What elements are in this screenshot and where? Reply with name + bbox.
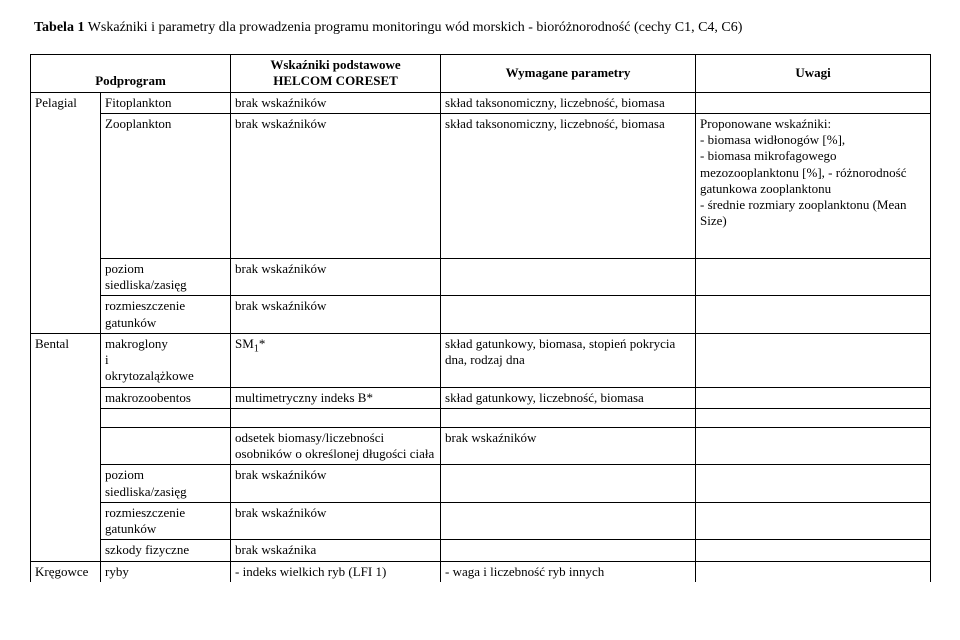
cell: SM1* — [231, 333, 441, 387]
cell-group-bental: Bental — [31, 333, 101, 561]
table-row: Pelagial Fitoplankton brak wskaźników sk… — [31, 92, 931, 113]
cell: poziom siedliska/zasięg — [101, 465, 231, 503]
cell: brak wskaźników — [441, 427, 696, 465]
cell: rozmieszczenie gatunków — [101, 296, 231, 334]
table-row: Kręgowce ryby - indeks wielkich ryb (LFI… — [31, 561, 931, 582]
table-header-row: Podprogram Wskaźniki podstawowe HELCOM C… — [31, 55, 931, 93]
col-header-wskazniki-l1: Wskaźniki podstawowe — [270, 57, 400, 72]
cell: skład taksonomiczny, liczebność, biomasa — [441, 113, 696, 258]
cell: brak wskaźnika — [231, 540, 441, 561]
cell — [696, 387, 931, 408]
caption-text: Wskaźniki i parametry dla prowadzenia pr… — [84, 20, 742, 35]
table-row: szkody fizyczne brak wskaźnika — [31, 540, 931, 561]
cell: szkody fizyczne — [101, 540, 231, 561]
cell: brak wskaźników — [231, 502, 441, 540]
cell — [696, 258, 931, 296]
cell — [696, 540, 931, 561]
cell — [696, 92, 931, 113]
table-row: makrozoobentos multimetryczny indeks B* … — [31, 387, 931, 408]
cell: Proponowane wskaźniki: - biomasa widłono… — [696, 113, 931, 258]
cell — [696, 427, 931, 465]
table-gap-row — [31, 408, 931, 427]
col-header-wskazniki-l2: HELCOM CORESET — [273, 73, 398, 88]
table-caption: Tabela 1 Wskaźniki i parametry dla prowa… — [30, 20, 930, 36]
cell — [696, 333, 931, 387]
cell: rozmieszczenie gatunków — [101, 502, 231, 540]
col-header-wskazniki: Wskaźniki podstawowe HELCOM CORESET — [231, 55, 441, 93]
cell: skład taksonomiczny, liczebność, biomasa — [441, 92, 696, 113]
table-row: Zooplankton brak wskaźników skład takson… — [31, 113, 931, 258]
cell: brak wskaźników — [231, 465, 441, 503]
caption-label: Tabela 1 — [34, 20, 84, 35]
cell: - indeks wielkich ryb (LFI 1) — [231, 561, 441, 582]
cell: makrozoobentos — [101, 387, 231, 408]
cell: Zooplankton — [101, 113, 231, 258]
table-row: rozmieszczenie gatunków brak wskaźników — [31, 296, 931, 334]
col-header-podprogram: Podprogram — [31, 55, 231, 93]
cell-group-kregowce: Kręgowce — [31, 561, 101, 582]
cell: brak wskaźników — [231, 258, 441, 296]
col-header-wymagane: Wymagane parametry — [441, 55, 696, 93]
cell — [696, 296, 931, 334]
cell: ryby — [101, 561, 231, 582]
col-header-uwagi: Uwagi — [696, 55, 931, 93]
cell-text: * — [259, 336, 266, 351]
cell — [696, 502, 931, 540]
cell: odsetek biomasy/liczebności osobników o … — [231, 427, 441, 465]
cell — [696, 465, 931, 503]
table-row: poziom siedliska/zasięg brak wskaźników — [31, 465, 931, 503]
cell: makroglony i okrytozalążkowe — [101, 333, 231, 387]
cell: skład gatunkowy, liczebność, biomasa — [441, 387, 696, 408]
cell — [441, 465, 696, 503]
cell: multimetryczny indeks B* — [231, 387, 441, 408]
cell-group-pelagial: Pelagial — [31, 92, 101, 333]
table-row: odsetek biomasy/liczebności osobników o … — [31, 427, 931, 465]
cell: brak wskaźników — [231, 296, 441, 334]
cell: skład gatunkowy, biomasa, stopień pokryc… — [441, 333, 696, 387]
cell — [441, 258, 696, 296]
cell: brak wskaźników — [231, 92, 441, 113]
cell: poziom siedliska/zasięg — [101, 258, 231, 296]
table-row: poziom siedliska/zasięg brak wskaźników — [31, 258, 931, 296]
cell — [101, 427, 231, 465]
cell: Fitoplankton — [101, 92, 231, 113]
cell-text: SM — [235, 336, 254, 351]
main-table: Podprogram Wskaźniki podstawowe HELCOM C… — [30, 54, 931, 582]
cell — [441, 502, 696, 540]
table-row: rozmieszczenie gatunków brak wskaźników — [31, 502, 931, 540]
cell: brak wskaźników — [231, 113, 441, 258]
cell — [441, 540, 696, 561]
cell: - waga i liczebność ryb innych — [441, 561, 696, 582]
cell — [696, 561, 931, 582]
table-row: Bental makroglony i okrytozalążkowe SM1*… — [31, 333, 931, 387]
cell — [441, 296, 696, 334]
